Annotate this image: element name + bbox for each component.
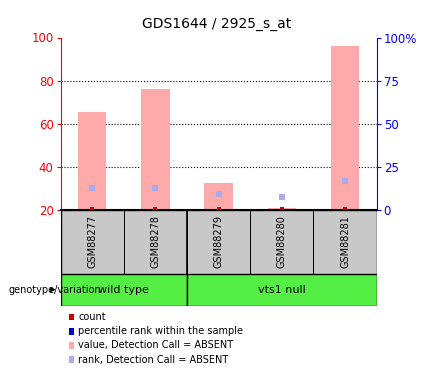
Bar bbox=[331, 46, 359, 210]
Bar bbox=[204, 183, 233, 210]
Text: percentile rank within the sample: percentile rank within the sample bbox=[78, 326, 243, 336]
Bar bbox=[187, 274, 377, 306]
Bar bbox=[268, 208, 296, 210]
Text: value, Detection Call = ABSENT: value, Detection Call = ABSENT bbox=[78, 340, 233, 350]
Text: GSM88279: GSM88279 bbox=[213, 215, 224, 268]
Bar bbox=[78, 112, 107, 210]
Text: genotype/variation: genotype/variation bbox=[9, 285, 101, 295]
Text: GDS1644 / 2925_s_at: GDS1644 / 2925_s_at bbox=[142, 17, 291, 31]
Text: GSM88277: GSM88277 bbox=[87, 215, 97, 268]
Text: GSM88278: GSM88278 bbox=[150, 215, 161, 268]
Bar bbox=[61, 274, 187, 306]
Text: GSM88281: GSM88281 bbox=[340, 215, 350, 268]
Text: GSM88280: GSM88280 bbox=[277, 215, 287, 268]
Text: vts1 null: vts1 null bbox=[258, 285, 306, 295]
Text: wild type: wild type bbox=[98, 285, 149, 295]
Text: rank, Detection Call = ABSENT: rank, Detection Call = ABSENT bbox=[78, 355, 229, 364]
Text: count: count bbox=[78, 312, 106, 322]
Bar bbox=[141, 89, 170, 210]
